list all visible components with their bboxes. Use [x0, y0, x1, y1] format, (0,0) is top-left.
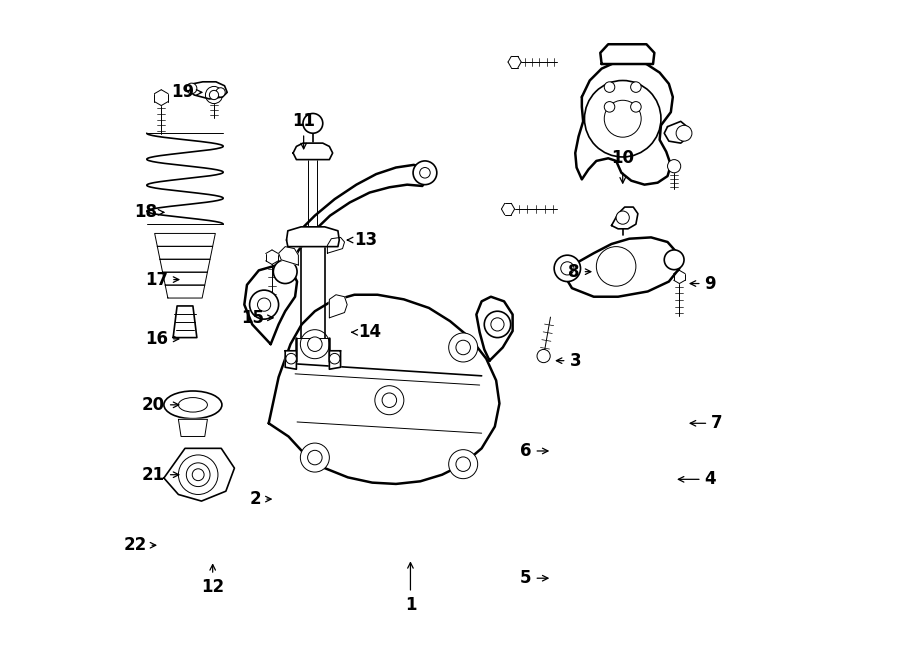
Circle shape: [491, 318, 504, 331]
Text: 14: 14: [352, 323, 381, 342]
Circle shape: [449, 333, 478, 362]
Text: 22: 22: [123, 536, 156, 554]
Circle shape: [668, 160, 680, 173]
Circle shape: [178, 455, 218, 495]
Text: 12: 12: [201, 565, 224, 596]
Circle shape: [456, 457, 471, 471]
Polygon shape: [186, 82, 227, 99]
Polygon shape: [562, 238, 680, 297]
Circle shape: [456, 340, 471, 355]
Polygon shape: [600, 44, 654, 64]
Circle shape: [676, 125, 692, 141]
Circle shape: [604, 100, 641, 137]
Ellipse shape: [164, 391, 222, 418]
Polygon shape: [155, 234, 215, 246]
Text: 5: 5: [520, 569, 548, 587]
Circle shape: [484, 311, 510, 338]
Text: 6: 6: [520, 442, 548, 460]
Text: 8: 8: [568, 263, 591, 281]
Text: 19: 19: [172, 83, 202, 101]
Polygon shape: [178, 419, 207, 436]
Circle shape: [554, 255, 580, 281]
Circle shape: [413, 161, 436, 185]
Circle shape: [664, 250, 684, 269]
Polygon shape: [285, 351, 296, 369]
Polygon shape: [160, 260, 210, 272]
Circle shape: [186, 83, 197, 94]
Polygon shape: [163, 272, 207, 285]
Circle shape: [604, 101, 615, 112]
Text: 15: 15: [240, 308, 273, 327]
Text: 11: 11: [292, 113, 315, 149]
Polygon shape: [286, 227, 339, 247]
Circle shape: [329, 354, 340, 364]
Circle shape: [205, 87, 222, 103]
Circle shape: [419, 167, 430, 178]
Polygon shape: [575, 61, 673, 185]
Text: 21: 21: [142, 465, 179, 484]
Circle shape: [631, 101, 641, 112]
Polygon shape: [269, 295, 500, 484]
Polygon shape: [664, 121, 689, 143]
Polygon shape: [158, 246, 212, 260]
Circle shape: [308, 450, 322, 465]
Circle shape: [274, 260, 297, 283]
Text: 9: 9: [690, 275, 716, 293]
Polygon shape: [173, 306, 197, 338]
Text: 7: 7: [690, 414, 723, 432]
Circle shape: [597, 247, 636, 286]
Text: 1: 1: [405, 563, 416, 614]
Circle shape: [216, 88, 225, 97]
Text: 16: 16: [145, 330, 179, 348]
Polygon shape: [329, 351, 340, 369]
Text: 17: 17: [145, 271, 179, 289]
Ellipse shape: [178, 398, 207, 412]
Circle shape: [449, 449, 478, 479]
Polygon shape: [279, 247, 299, 265]
Circle shape: [301, 330, 329, 359]
Circle shape: [537, 350, 550, 363]
Circle shape: [584, 81, 661, 157]
Circle shape: [374, 386, 404, 414]
Circle shape: [257, 298, 271, 311]
Circle shape: [616, 211, 629, 224]
Circle shape: [382, 393, 397, 408]
Text: 10: 10: [611, 150, 634, 183]
Polygon shape: [611, 207, 638, 229]
Text: 13: 13: [347, 231, 377, 249]
Circle shape: [631, 82, 641, 93]
Circle shape: [210, 91, 219, 99]
Text: 18: 18: [134, 203, 164, 221]
Circle shape: [301, 443, 329, 472]
Polygon shape: [164, 448, 234, 501]
Circle shape: [561, 261, 574, 275]
Polygon shape: [329, 295, 347, 318]
Circle shape: [604, 82, 615, 93]
Text: 2: 2: [249, 490, 271, 508]
Polygon shape: [293, 143, 333, 160]
Polygon shape: [166, 285, 205, 298]
Polygon shape: [328, 238, 345, 253]
Polygon shape: [476, 297, 513, 361]
Circle shape: [303, 113, 323, 133]
Circle shape: [286, 354, 296, 364]
Text: 3: 3: [556, 352, 581, 369]
Circle shape: [249, 290, 279, 319]
Circle shape: [308, 337, 322, 352]
Text: 4: 4: [679, 470, 716, 489]
Polygon shape: [284, 165, 429, 275]
Text: 20: 20: [142, 396, 179, 414]
Polygon shape: [244, 265, 297, 344]
